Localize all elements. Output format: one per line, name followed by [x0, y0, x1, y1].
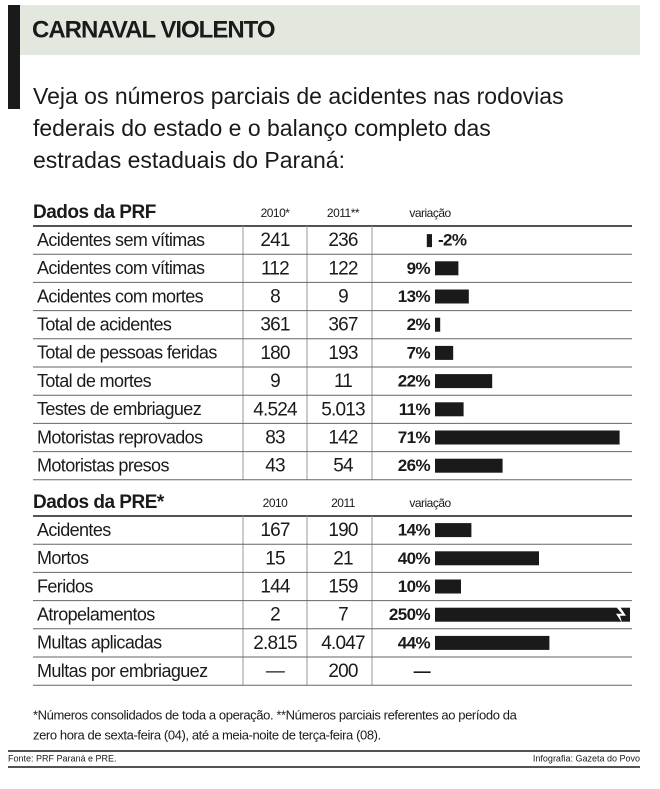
cell: 122	[328, 258, 358, 279]
variation-bar	[435, 289, 469, 304]
column-header: 2010*	[261, 206, 291, 220]
cell: 2	[270, 605, 280, 626]
cell: 54	[333, 456, 354, 477]
cell: 361	[260, 315, 290, 336]
cell: 9	[270, 371, 280, 392]
column-header: 2011**	[327, 206, 360, 220]
cell: 193	[328, 343, 358, 364]
cell: 5.013	[321, 399, 365, 420]
row-label: Total de acidentes	[37, 314, 172, 334]
variation-label: 71%	[398, 428, 431, 447]
row-label: Acidentes	[37, 520, 111, 540]
row-label: Motoristas presos	[37, 455, 169, 475]
footnote: *Números consolidados de toda a operação…	[33, 707, 518, 722]
column-header: 2010	[263, 496, 289, 510]
variation-bar	[435, 430, 620, 445]
row-label: Acidentes sem vítimas	[37, 230, 205, 250]
variation-label: 40%	[398, 549, 431, 568]
cell: 15	[265, 548, 285, 569]
variation-bar	[435, 374, 493, 389]
cell: 180	[260, 343, 290, 364]
column-header: variação	[409, 496, 451, 510]
variation-bar	[435, 261, 459, 276]
cell: 7	[338, 605, 348, 626]
variation-bar	[435, 523, 472, 538]
cell: 167	[260, 520, 290, 541]
variation-label: 14%	[398, 521, 431, 540]
side-bar	[8, 5, 20, 109]
row-label: Multas por embriaguez	[37, 661, 208, 681]
row-label: Atropelamentos	[37, 604, 155, 624]
cell: 4.047	[321, 633, 365, 654]
cell: 190	[328, 520, 358, 541]
cell: 83	[265, 428, 285, 449]
variation-label: 44%	[398, 633, 431, 652]
intro-line: estradas estaduais do Paraná:	[33, 147, 345, 173]
cell: 21	[333, 548, 353, 569]
cell: 241	[260, 230, 290, 251]
variation-bar	[435, 551, 539, 566]
cell: 142	[328, 428, 358, 449]
table-title: Dados da PRF	[33, 202, 156, 223]
variation-bar	[426, 234, 432, 248]
row-label: Mortos	[37, 548, 89, 568]
cell: 144	[260, 577, 291, 598]
row-label: Motoristas reprovados	[37, 427, 203, 447]
cell: 9	[338, 287, 348, 308]
variation-bar	[435, 345, 454, 360]
variation-label: 250%	[389, 605, 431, 624]
variation-bar	[435, 607, 630, 622]
column-header: variação	[409, 206, 451, 220]
row-label: Acidentes com mortes	[37, 286, 204, 306]
row-label: Multas aplicadas	[37, 633, 162, 653]
variation-label: 9%	[407, 259, 431, 278]
row-label: Feridos	[37, 576, 93, 596]
cell: 2.815	[253, 633, 297, 654]
title-box	[20, 5, 640, 55]
variation-label: —	[414, 662, 431, 681]
variation-label: 10%	[398, 577, 431, 596]
variation-label: -2%	[438, 231, 467, 250]
variation-label: 26%	[398, 456, 431, 475]
cell: 4.524	[253, 399, 298, 420]
credit: Infografia: Gazeta do Povo	[533, 753, 640, 763]
variation-bar	[435, 458, 503, 473]
axis-break	[616, 606, 626, 623]
title: CARNAVAL VIOLENTO	[32, 16, 275, 43]
intro-line: Veja os números parciais de acidentes na…	[33, 83, 564, 109]
variation-bar	[435, 317, 441, 332]
cell: 200	[328, 661, 358, 682]
row-label: Testes de embriaguez	[37, 399, 202, 419]
row-label: Total de mortes	[37, 371, 152, 391]
table-title: Dados da PRE*	[33, 492, 165, 513]
variation-bar	[435, 402, 464, 417]
footnote: zero hora de sexta-feira (04), até a mei…	[33, 727, 381, 742]
column-header: 2011	[331, 496, 356, 510]
row-label: Total de pessoas feridas	[37, 343, 217, 363]
intro-line: federais do estado e o balanço completo …	[33, 115, 491, 141]
source: Fonte: PRF Paraná e PRE.	[8, 753, 117, 763]
variation-bar	[435, 579, 461, 594]
cell: 11	[334, 371, 352, 392]
cell: 112	[261, 258, 289, 279]
row-label: Acidentes com vítimas	[37, 258, 205, 278]
cell: —	[266, 661, 285, 682]
cell: 43	[265, 456, 285, 477]
cell: 8	[270, 287, 280, 308]
variation-label: 13%	[398, 287, 431, 306]
cell: 367	[328, 315, 358, 336]
variation-label: 22%	[398, 372, 431, 391]
variation-label: 7%	[407, 343, 431, 362]
variation-bar	[435, 635, 550, 650]
variation-label: 11%	[399, 400, 431, 419]
cell: 236	[328, 230, 358, 251]
cell: 159	[328, 577, 358, 598]
variation-label: 2%	[407, 315, 431, 334]
